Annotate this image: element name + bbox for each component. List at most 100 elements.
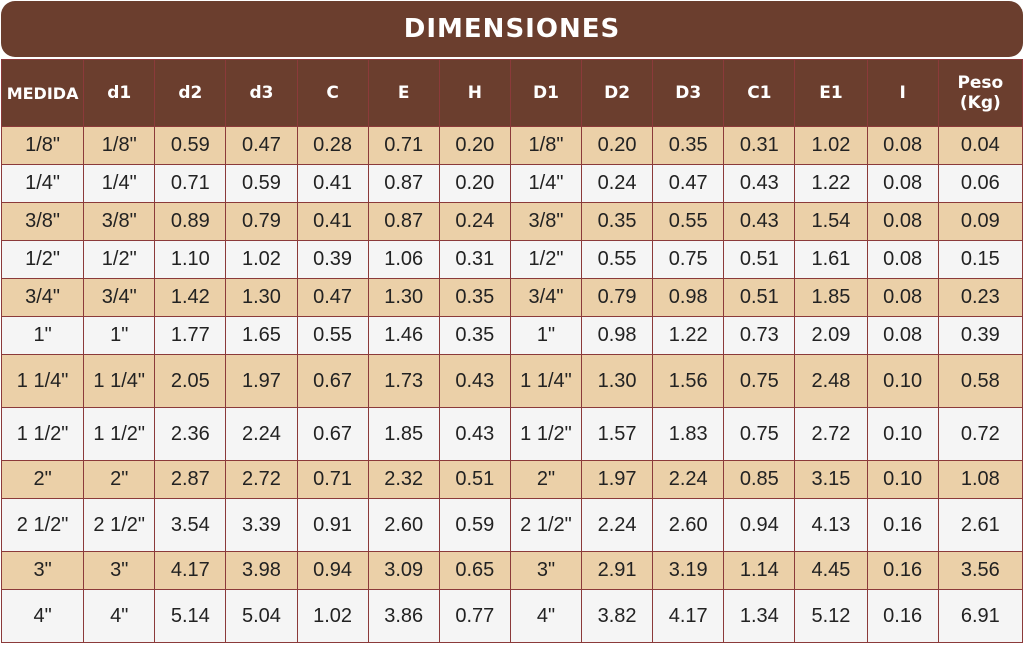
table-cell: 1 1/2"	[83, 407, 156, 461]
table-cell: 1.08	[937, 460, 1024, 499]
column-header: E	[367, 59, 440, 127]
table-cell: 0.55	[581, 240, 654, 279]
table-cell: 0.08	[866, 240, 939, 279]
table-cell: 0.10	[866, 354, 939, 408]
table-cell: 1.10	[154, 240, 227, 279]
table-cell: 1"	[83, 316, 156, 355]
table-cell: 2.72	[225, 460, 298, 499]
table-cell: 1.57	[581, 407, 654, 461]
table-cell: 1.06	[367, 240, 440, 279]
table-cell: 3.82	[581, 589, 654, 643]
table-cell: 3.98	[225, 551, 298, 590]
table-cell: 0.31	[438, 240, 511, 279]
table-cell: 0.35	[581, 202, 654, 241]
table-cell: 1.30	[225, 278, 298, 317]
table-cell: 0.39	[296, 240, 369, 279]
table-cell: 0.08	[866, 126, 939, 165]
table-row: 3/8" 3/8" 0.89 0.79 0.41 0.87 0.24 3/8" 0.35 0.55…	[0, 202, 1024, 241]
table-cell: 0.43	[723, 202, 796, 241]
column-header: MEDIDA	[0, 59, 85, 127]
table-cell: 2"	[83, 460, 156, 499]
table-cell: 1.22	[652, 316, 725, 355]
table-cell: 0.94	[723, 498, 796, 552]
table-cell: 5.14	[154, 589, 227, 643]
table-cell: 2.05	[154, 354, 227, 408]
table-cell: 0.72	[937, 407, 1024, 461]
table-cell: 0.15	[937, 240, 1024, 279]
table-cell: 0.10	[866, 407, 939, 461]
table-cell: 4.13	[794, 498, 868, 552]
table-cell: 2.09	[794, 316, 868, 355]
table-cell: 0.20	[438, 164, 511, 203]
table-cell: 1/8"	[509, 126, 583, 165]
table-cell: 0.67	[296, 407, 369, 461]
table-cell: 1.34	[723, 589, 796, 643]
table-cell: 0.75	[723, 354, 796, 408]
table-cell: 0.77	[438, 589, 511, 643]
table-cell: 0.85	[723, 460, 796, 499]
table-cell: 1.85	[367, 407, 440, 461]
table-cell: 0.10	[866, 460, 939, 499]
table-cell: 1.02	[296, 589, 369, 643]
table-cell: 0.24	[581, 164, 654, 203]
table-cell: 1.77	[154, 316, 227, 355]
table-row: 1/8" 1/8" 0.59 0.47 0.28 0.71 0.20 1/8" 0.20 0.35…	[0, 126, 1024, 165]
table-cell: 0.09	[937, 202, 1024, 241]
table-cell: 1.02	[794, 126, 868, 165]
table-cell: 2.24	[581, 498, 654, 552]
table-cell: 0.06	[937, 164, 1024, 203]
table-cell: 0.98	[652, 278, 725, 317]
table-cell: 1/8"	[83, 126, 156, 165]
table-cell: 0.67	[296, 354, 369, 408]
table-cell: 0.51	[723, 278, 796, 317]
table-cell: 1 1/4"	[509, 354, 583, 408]
table-cell: 3.09	[367, 551, 440, 590]
table-row: 2" 2" 2.87 2.72 0.71 2.32 0.51 2" 1.97 2.24 0.85 3.…	[0, 460, 1024, 499]
table-cell: 1 1/2"	[509, 407, 583, 461]
table-cell: 0.59	[154, 126, 227, 165]
table-cell: 0.94	[296, 551, 369, 590]
table-cell: 1 1/2"	[0, 407, 85, 461]
column-header: d1	[83, 59, 156, 127]
table-cell: 0.20	[438, 126, 511, 165]
table-cell: 1.65	[225, 316, 298, 355]
table-cell: 0.71	[296, 460, 369, 499]
table-cell: 3/8"	[509, 202, 583, 241]
table-row: 1" 1" 1.77 1.65 0.55 1.46 0.35 1" 0.98 1.22 0.73 2.…	[0, 316, 1024, 355]
table-cell: 1.42	[154, 278, 227, 317]
table-cell: 0.87	[367, 164, 440, 203]
table-cell: 1.97	[225, 354, 298, 408]
column-header: D1	[509, 59, 583, 127]
table-cell: 0.79	[225, 202, 298, 241]
table-cell: 5.12	[794, 589, 868, 643]
table-cell: 4.45	[794, 551, 868, 590]
table-cell: 0.51	[723, 240, 796, 279]
column-header: C1	[723, 59, 796, 127]
column-header: E1	[794, 59, 868, 127]
table-cell: 2 1/2"	[83, 498, 156, 552]
table-cell: 4"	[83, 589, 156, 643]
table-cell: 1.61	[794, 240, 868, 279]
table-cell: 0.71	[154, 164, 227, 203]
table-cell: 0.23	[937, 278, 1024, 317]
table-cell: 0.65	[438, 551, 511, 590]
table-cell: 4.17	[652, 589, 725, 643]
table-row: 1 1/2" 1 1/2" 2.36 2.24 0.67 1.85 0.43 1 1/2" 1.…	[0, 407, 1024, 461]
table-cell: 6.91	[937, 589, 1024, 643]
table-cell: 5.04	[225, 589, 298, 643]
table-row: 1/2" 1/2" 1.10 1.02 0.39 1.06 0.31 1/2" 0.55 0.75…	[0, 240, 1024, 279]
table-cell: 4.17	[154, 551, 227, 590]
table-cell: 0.47	[296, 278, 369, 317]
table-cell: 2 1/2"	[0, 498, 85, 552]
table-cell: 0.39	[937, 316, 1024, 355]
table-cell: 3"	[0, 551, 85, 590]
table-cell: 3.56	[937, 551, 1024, 590]
table-cell: 3/8"	[83, 202, 156, 241]
table-cell: 2.60	[367, 498, 440, 552]
column-header: C	[296, 59, 369, 127]
header-row: MEDIDA d1 d2 d3 C E H D1 D2 D3 C1 E1 I Peso (Kg)	[0, 59, 1024, 127]
table-cell: 0.28	[296, 126, 369, 165]
table-cell: 0.16	[866, 589, 939, 643]
table-cell: 0.43	[438, 407, 511, 461]
table-cell: 0.35	[438, 278, 511, 317]
